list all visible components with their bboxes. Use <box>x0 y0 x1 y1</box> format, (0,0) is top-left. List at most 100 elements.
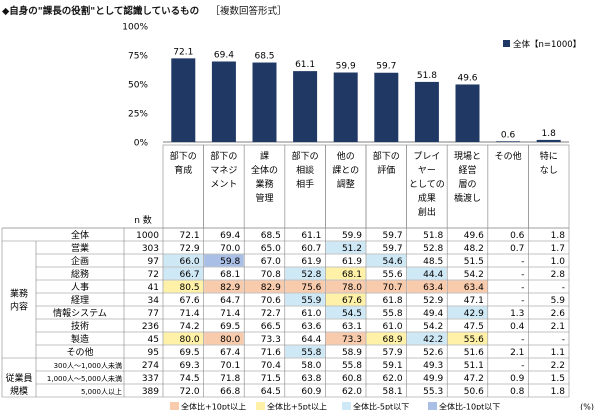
highlight-cell <box>447 280 488 293</box>
row-label: 情報システム <box>53 307 107 319</box>
y-tick-label: 100% <box>122 23 148 33</box>
table-cell-value: - <box>521 283 524 293</box>
table-cell-value: 2.1 <box>510 348 524 358</box>
highlight-cell <box>285 293 325 306</box>
table-cell-value: 67.6 <box>342 296 362 306</box>
bar <box>293 71 318 142</box>
table-cell-value: 1.8 <box>551 231 566 241</box>
table-cell-value: 49.6 <box>464 231 484 241</box>
table-cell-value: 70.1 <box>220 361 240 371</box>
table-cell-value: 51.8 <box>423 231 443 241</box>
table-cell-value: 64.4 <box>301 335 321 345</box>
highlight-cell <box>204 254 244 267</box>
table-cell-value: 61.9 <box>342 257 362 267</box>
table-cell-value: 59.1 <box>383 361 403 371</box>
footer-legend-swatch <box>342 402 351 410</box>
table-cell-value: 48.2 <box>464 244 484 254</box>
row-label: その他 <box>66 346 93 358</box>
row-n: 34 <box>148 296 160 306</box>
group-label: 従業員 <box>5 372 32 384</box>
bar-chart: 100% 75% 50% 25% 0% 72.1 69.4 68.5 61.1 59.9 59.7 5… <box>122 23 581 149</box>
table-cell-value: 63.4 <box>423 283 443 293</box>
table-cell-value: 58.0 <box>301 361 321 371</box>
table-cell-value: 54.2 <box>464 270 484 280</box>
row-n: 337 <box>142 374 159 384</box>
table-cell-value: 63.6 <box>301 322 321 332</box>
bar <box>374 72 399 142</box>
table-cell-value: 71.6 <box>261 348 281 358</box>
table-cell-value: 74.5 <box>180 374 200 384</box>
table-cell-value: - <box>521 335 524 345</box>
table-cell-value: - <box>521 257 524 267</box>
row-label: 技術 <box>71 320 89 332</box>
footer-legend-label: 全体比-5pt以下 <box>353 402 409 410</box>
bar <box>414 81 439 142</box>
table-cell-value: 68.1 <box>220 270 240 280</box>
legend-swatch <box>503 40 510 47</box>
table-cell-value: 59.9 <box>342 231 362 241</box>
highlight-cell <box>204 332 244 345</box>
table-cell-value: 1.5 <box>551 374 565 384</box>
row-label: 5,000人以上 <box>81 387 122 396</box>
table-cell-value: 0.8 <box>510 387 525 397</box>
row-n: 389 <box>142 387 159 397</box>
table-cell-value: 71.4 <box>220 309 240 319</box>
bar-data-label: 59.9 <box>336 62 356 72</box>
table-cell-value: 61.8 <box>383 296 403 306</box>
highlight-cell <box>366 254 407 267</box>
highlight-cell <box>366 332 407 345</box>
table-cell-value: 52.8 <box>301 270 321 280</box>
table-cell-value: 49.9 <box>423 374 443 384</box>
table-cell-value: 51.6 <box>464 348 484 358</box>
highlight-cell <box>325 293 366 306</box>
bar-data-label: 59.7 <box>376 62 396 72</box>
table-cell-value: 2.2 <box>551 361 565 371</box>
row-label: 経理 <box>71 294 89 306</box>
table-cell-value: 55.3 <box>423 387 443 397</box>
row-n: 97 <box>148 257 159 267</box>
table-cell-value: 72.9 <box>180 244 200 254</box>
highlight-cell <box>407 332 447 345</box>
highlight-cell <box>325 332 366 345</box>
highlight-cell <box>204 280 244 293</box>
y-tick-label: 25% <box>128 110 148 120</box>
table-cell-value: 58.9 <box>342 348 362 358</box>
bar-data-label: 1.8 <box>542 129 557 139</box>
table-cell-value: 51.2 <box>342 244 362 254</box>
table-cell-value: 69.5 <box>180 348 200 358</box>
table-cell-value: 49.4 <box>423 309 443 319</box>
table-cell-value: 57.9 <box>383 348 403 358</box>
highlight-cell <box>407 280 447 293</box>
table-cell-value: - <box>521 296 524 306</box>
table-cell-value: 48.5 <box>423 257 443 267</box>
table-cell-value: 1.1 <box>551 348 565 358</box>
table-cell-value: 1.0 <box>551 257 566 267</box>
table-cell-value: 0.4 <box>510 322 525 332</box>
bar <box>455 84 480 142</box>
highlight-cell <box>163 267 204 280</box>
table-cell-value: 70.8 <box>261 270 281 280</box>
table-cell-value: 80.0 <box>180 335 200 345</box>
table-cell-value: 82.9 <box>261 283 281 293</box>
highlight-cell <box>407 267 447 280</box>
table-cell-value: 69.4 <box>220 231 240 241</box>
bar-data-label: 72.1 <box>173 47 193 57</box>
table-cell-value: 61.9 <box>301 257 321 267</box>
table-cell-value: 55.8 <box>383 309 403 319</box>
row-label: 1,000人～5,000人未満 <box>47 374 122 383</box>
row-label: 人事 <box>71 281 89 293</box>
table-cell-value: 55.9 <box>301 296 321 306</box>
table-cell-value: 66.5 <box>261 322 281 332</box>
table-cell-value: 60.8 <box>342 374 362 384</box>
bar <box>333 72 358 142</box>
table-cell-value: 63.8 <box>301 374 321 384</box>
table-cell-value: 73.3 <box>342 335 362 345</box>
highlight-cell <box>325 241 366 254</box>
highlight-cell <box>163 280 204 293</box>
row-n: 236 <box>142 322 159 332</box>
table-cell-value: 80.0 <box>220 335 240 345</box>
highlight-cell <box>285 345 325 358</box>
table-cell-value: 5.9 <box>551 296 566 306</box>
table-cell-value: 59.7 <box>383 231 403 241</box>
table-cell-value: 61.0 <box>301 309 321 319</box>
